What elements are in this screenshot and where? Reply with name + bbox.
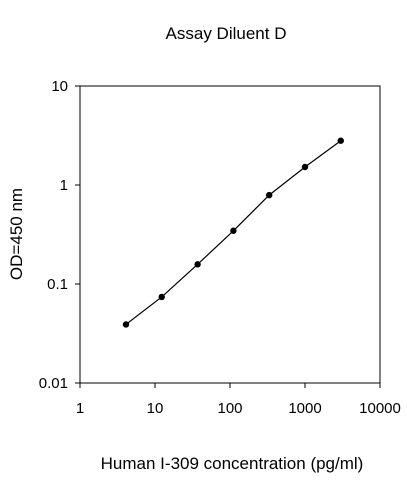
- y-axis-label: OD=450 nm: [7, 188, 26, 280]
- x-tick-label: 1000: [288, 400, 321, 417]
- x-axis-ticks: 1 10 100 1000 10000: [76, 383, 401, 417]
- data-point: [158, 293, 165, 301]
- y-tick-label: 0.1: [47, 276, 68, 293]
- y-tick-label: 10: [51, 78, 68, 95]
- data-point: [265, 191, 273, 199]
- data-point: [337, 137, 344, 144]
- series-group: [122, 137, 344, 328]
- x-axis-label: Human I-309 concentration (pg/ml): [101, 454, 364, 473]
- x-tick-label: 10000: [359, 400, 401, 417]
- y-tick-label: 0.01: [39, 375, 68, 392]
- chart-title: Assay Diluent D: [166, 24, 287, 43]
- data-point: [230, 227, 237, 234]
- y-axis-ticks: 0.01 0.1 1 10: [39, 78, 80, 392]
- x-tick-label: 100: [217, 400, 242, 417]
- data-point: [301, 163, 309, 171]
- x-tick-label: 10: [147, 400, 164, 417]
- data-point: [194, 261, 201, 268]
- x-tick-label: 1: [76, 400, 84, 417]
- data-point: [122, 321, 130, 328]
- y-tick-label: 1: [60, 177, 68, 194]
